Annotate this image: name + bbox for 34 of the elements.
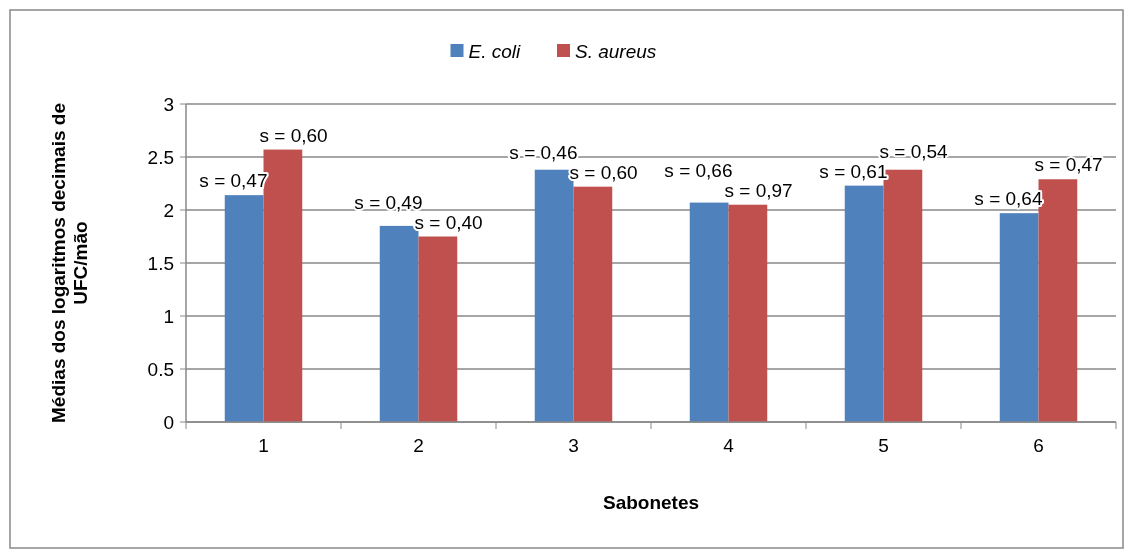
- bar: [844, 185, 884, 422]
- x-tick-label: 3: [568, 435, 579, 456]
- y-tick-label: 3: [163, 93, 174, 115]
- legend-label: E. coli: [468, 40, 522, 62]
- bar: [573, 186, 613, 422]
- bar: [999, 213, 1039, 422]
- y-tick-label: 2: [163, 199, 174, 221]
- annotation: s = 0,40: [414, 211, 483, 233]
- annotation: s = 0,54: [879, 140, 949, 162]
- x-tick-label: 2: [413, 435, 424, 456]
- x-axis-title: Sabonetes: [602, 492, 700, 513]
- annotation: s = 0,60: [569, 161, 638, 183]
- x-tick-label: 1: [258, 435, 269, 456]
- x-tick-label: 5: [878, 435, 889, 456]
- y-axis-title: Médias dos logaritmos decimais de UFC/mão: [47, 103, 92, 423]
- y-tick-label: 0: [163, 411, 174, 433]
- annotation: s = 0,66: [664, 159, 733, 181]
- y-tick-label: 2.5: [147, 146, 174, 168]
- annotation: s = 0,97: [724, 179, 793, 201]
- y-tick-label: 0.5: [147, 358, 174, 380]
- annotation: s = 0,61: [819, 160, 888, 182]
- y-tick-label: 1.5: [147, 252, 174, 274]
- bar: [418, 236, 458, 422]
- annotation: s = 0,60: [259, 124, 328, 146]
- annotation: s = 0,47: [1034, 154, 1103, 176]
- bar: [689, 202, 729, 422]
- bar: [224, 195, 264, 422]
- x-tick-label: 4: [723, 435, 735, 456]
- annotation: s = 0,46: [509, 141, 578, 163]
- bar: [728, 204, 768, 422]
- y-tick-label: 1: [163, 305, 174, 327]
- legend-label: S. aureus: [575, 40, 657, 62]
- x-tick-label: 6: [1033, 435, 1044, 456]
- annotation: s = 0,49: [354, 191, 423, 213]
